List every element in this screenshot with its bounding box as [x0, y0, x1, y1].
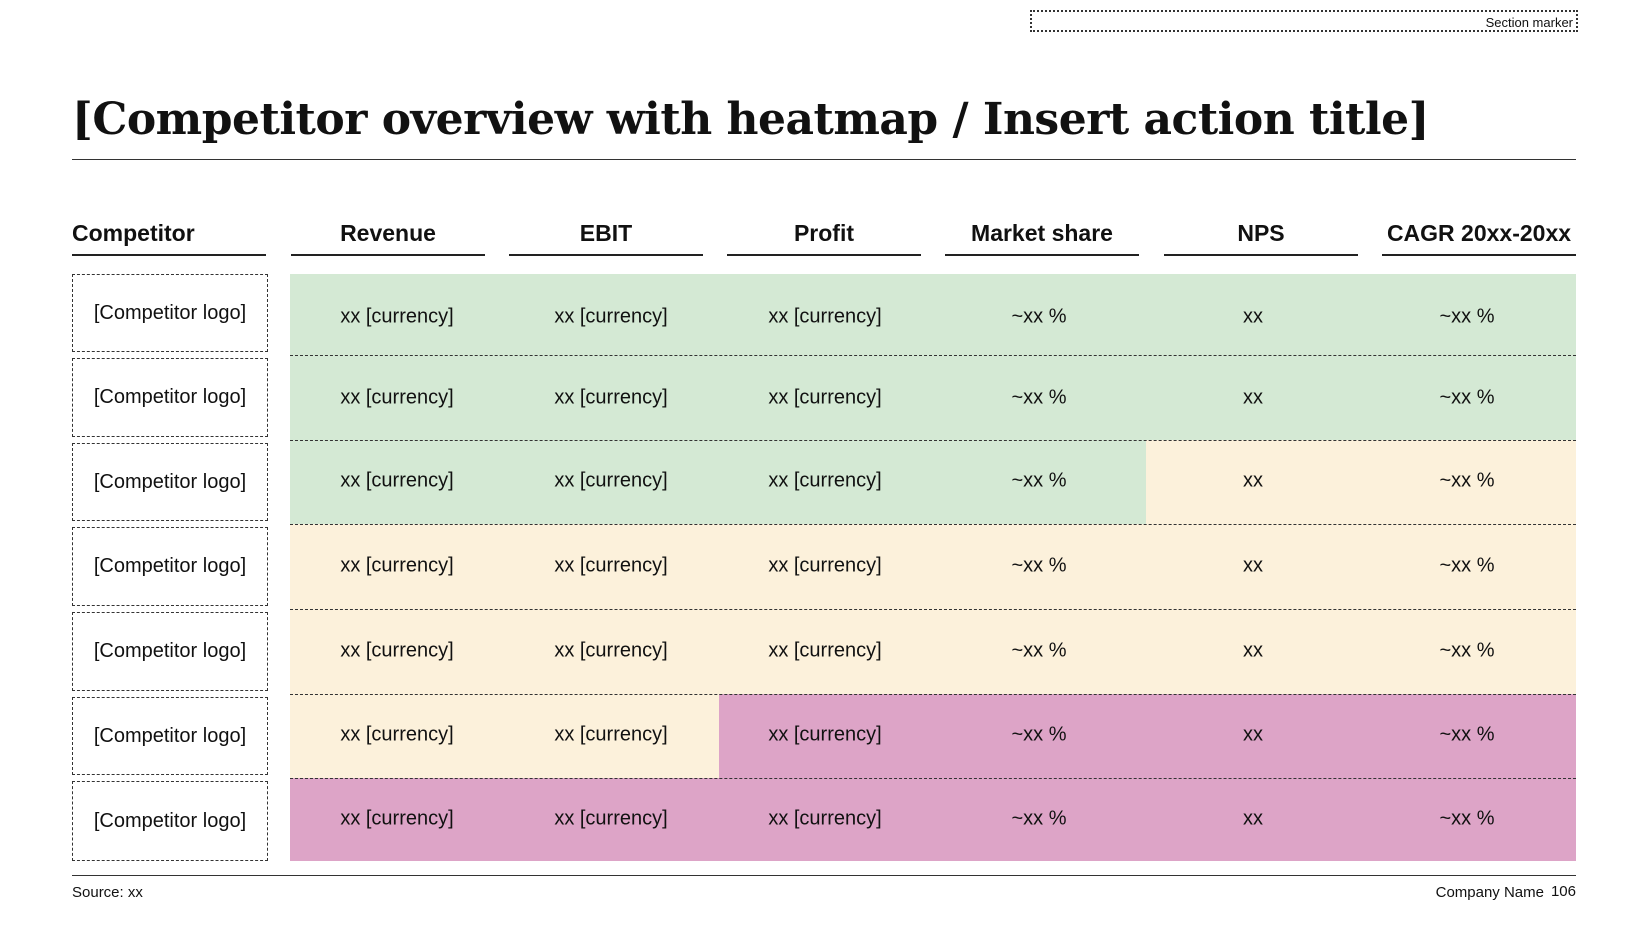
heat-cell-green	[290, 274, 1576, 440]
ebit-value: xx [currency]	[554, 639, 668, 662]
nps-value: xx	[1243, 469, 1263, 492]
nps-value: xx	[1243, 807, 1263, 830]
market-share-value: ~xx %	[1011, 386, 1067, 409]
cagr-value: ~xx %	[1439, 639, 1495, 662]
header-nps: NPS	[1164, 220, 1358, 256]
revenue-value: xx [currency]	[340, 807, 454, 830]
nps-value: xx	[1243, 386, 1263, 409]
row-divider	[290, 440, 1576, 441]
header-profit: Profit	[727, 220, 921, 256]
profit-value: xx [currency]	[768, 469, 882, 492]
competitor-logo-placeholder: [Competitor logo]	[72, 527, 268, 606]
heat-cell-yellow	[290, 694, 719, 778]
nps-value: xx	[1243, 305, 1263, 328]
header-ebit: EBIT	[509, 220, 703, 256]
ebit-value: xx [currency]	[554, 554, 668, 577]
heat-cell-yellow	[1146, 440, 1576, 524]
cagr-value: ~xx %	[1439, 554, 1495, 577]
ebit-value: xx [currency]	[554, 305, 668, 328]
ebit-value: xx [currency]	[554, 469, 668, 492]
header-revenue: Revenue	[291, 220, 485, 256]
profit-value: xx [currency]	[768, 807, 882, 830]
revenue-value: xx [currency]	[340, 639, 454, 662]
heat-cell-pink	[719, 694, 1576, 778]
title-divider	[72, 159, 1576, 160]
market-share-value: ~xx %	[1011, 305, 1067, 328]
revenue-value: xx [currency]	[340, 554, 454, 577]
cagr-value: ~xx %	[1439, 807, 1495, 830]
cagr-value: ~xx %	[1439, 723, 1495, 746]
section-marker-label: Section marker	[1485, 15, 1573, 30]
cagr-value: ~xx %	[1439, 305, 1495, 328]
company-name: Company Name	[1435, 884, 1544, 901]
section-marker: Section marker	[1030, 10, 1578, 32]
heat-cell-pink	[290, 778, 1576, 861]
market-share-value: ~xx %	[1011, 639, 1067, 662]
revenue-value: xx [currency]	[340, 469, 454, 492]
source-note: Source: xx	[72, 884, 143, 901]
nps-value: xx	[1243, 554, 1263, 577]
ebit-value: xx [currency]	[554, 386, 668, 409]
profit-value: xx [currency]	[768, 723, 882, 746]
header-cagr: CAGR 20xx-20xx	[1382, 220, 1576, 256]
competitor-logo-placeholder: [Competitor logo]	[72, 358, 268, 437]
cagr-value: ~xx %	[1439, 469, 1495, 492]
heat-cell-green	[290, 440, 1146, 524]
competitor-logo-placeholder: [Competitor logo]	[72, 274, 268, 352]
revenue-value: xx [currency]	[340, 386, 454, 409]
market-share-value: ~xx %	[1011, 554, 1067, 577]
market-share-value: ~xx %	[1011, 807, 1067, 830]
page-number: 106	[1550, 883, 1576, 900]
profit-value: xx [currency]	[768, 305, 882, 328]
competitor-logo-placeholder: [Competitor logo]	[72, 781, 268, 861]
revenue-value: xx [currency]	[340, 723, 454, 746]
competitor-logo-placeholder: [Competitor logo]	[72, 697, 268, 775]
competitor-logo-placeholder: [Competitor logo]	[72, 443, 268, 521]
profit-value: xx [currency]	[768, 554, 882, 577]
header-competitor: Competitor	[72, 220, 266, 256]
ebit-value: xx [currency]	[554, 807, 668, 830]
competitor-logo-placeholder: [Competitor logo]	[72, 612, 268, 691]
market-share-value: ~xx %	[1011, 469, 1067, 492]
cagr-value: ~xx %	[1439, 386, 1495, 409]
profit-value: xx [currency]	[768, 639, 882, 662]
page-title: [Competitor overview with heatmap / Inse…	[72, 94, 1429, 145]
row-divider	[290, 524, 1576, 525]
market-share-value: ~xx %	[1011, 723, 1067, 746]
profit-value: xx [currency]	[768, 386, 882, 409]
row-divider	[290, 355, 1576, 356]
nps-value: xx	[1243, 639, 1263, 662]
footer-divider	[72, 875, 1576, 876]
row-divider	[290, 778, 1576, 779]
row-divider	[290, 694, 1576, 695]
ebit-value: xx [currency]	[554, 723, 668, 746]
row-divider	[290, 609, 1576, 610]
nps-value: xx	[1243, 723, 1263, 746]
header-market-share: Market share	[945, 220, 1139, 256]
revenue-value: xx [currency]	[340, 305, 454, 328]
